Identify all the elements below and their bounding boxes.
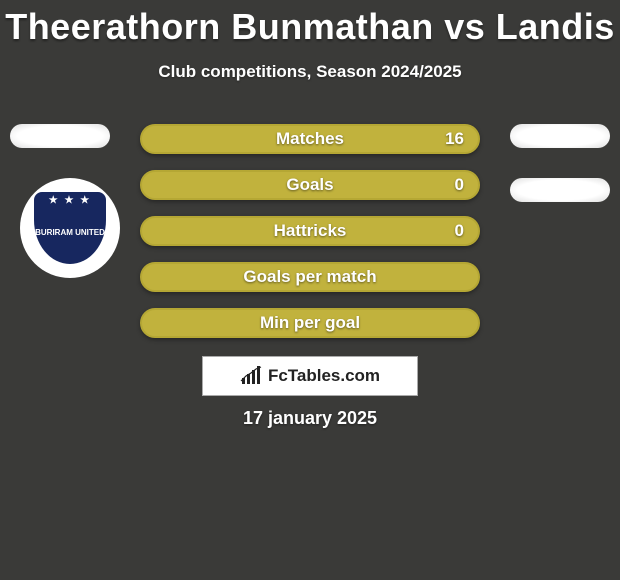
comparison-card: Theerathorn Bunmathan vs Landis Club com… (0, 0, 620, 580)
stat-label: Hattricks (274, 221, 347, 241)
stat-row-goals: Goals 0 (140, 170, 480, 200)
club-badge-shield: ★ ★ ★ BURIRAM UNITED (34, 192, 106, 264)
club-badge-text: BURIRAM UNITED (35, 229, 105, 237)
stat-value: 16 (445, 129, 464, 149)
player1-avatar-placeholder (10, 124, 110, 148)
stat-row-goals-per-match: Goals per match (140, 262, 480, 292)
player2-avatar-placeholder-b (510, 178, 610, 202)
bar-chart-icon (240, 366, 264, 386)
club-badge-stars: ★ ★ ★ (49, 196, 91, 206)
stat-label: Goals (286, 175, 333, 195)
branding-badge[interactable]: FcTables.com (202, 356, 418, 396)
subtitle: Club competitions, Season 2024/2025 (0, 62, 620, 82)
stat-label: Min per goal (260, 313, 360, 333)
stat-row-min-per-goal: Min per goal (140, 308, 480, 338)
stats-list: Matches 16 Goals 0 Hattricks 0 Goals per… (140, 124, 480, 354)
stat-label: Goals per match (243, 267, 376, 287)
player2-avatar-placeholder-a (510, 124, 610, 148)
snapshot-date: 17 january 2025 (0, 408, 620, 429)
stat-label: Matches (276, 129, 344, 149)
stat-value: 0 (455, 221, 464, 241)
stat-row-hattricks: Hattricks 0 (140, 216, 480, 246)
stat-row-matches: Matches 16 (140, 124, 480, 154)
club-badge: ★ ★ ★ BURIRAM UNITED (20, 178, 120, 278)
branding-text: FcTables.com (268, 366, 380, 386)
page-title: Theerathorn Bunmathan vs Landis (0, 0, 620, 48)
stat-value: 0 (455, 175, 464, 195)
